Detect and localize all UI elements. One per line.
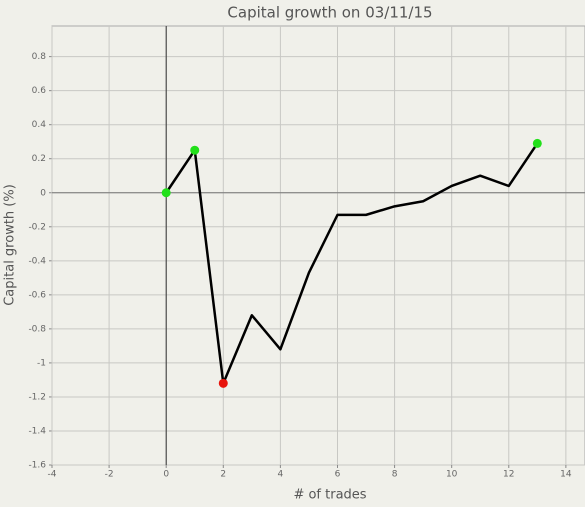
y-tick-label: 0 — [40, 188, 46, 198]
point-marker — [190, 145, 200, 155]
y-tick-label: -0.6 — [28, 290, 46, 300]
x-tick-label: 4 — [278, 470, 284, 480]
x-tick-label: -4 — [48, 470, 57, 480]
x-tick-label: 14 — [560, 470, 572, 480]
y-tick-label: 0.6 — [32, 86, 47, 96]
y-tick-label: -0.4 — [28, 256, 46, 266]
y-tick-label: 0.2 — [32, 154, 46, 164]
point-marker — [218, 378, 228, 388]
x-tick-label: 6 — [335, 470, 341, 480]
y-tick-label: -1.6 — [28, 461, 46, 471]
y-tick-label: -0.2 — [28, 222, 46, 232]
chart-title: Capital growth on 03/11/15 — [227, 4, 432, 22]
x-tick-label: 12 — [503, 470, 514, 480]
line — [165, 142, 539, 385]
point-marker — [532, 138, 542, 148]
y-tick-label: -1 — [37, 358, 46, 368]
y-axis-label: Capital growth (%) — [3, 184, 18, 306]
x-tick-label: -2 — [105, 470, 114, 480]
x-tick-label: 0 — [163, 470, 169, 480]
y-tick-label: -0.8 — [28, 324, 46, 334]
y-tick-label: -1.4 — [28, 426, 46, 436]
y-tick-label: -1.2 — [28, 392, 46, 402]
y-tick-label: 0.4 — [32, 120, 47, 130]
x-tick-label: 8 — [392, 470, 398, 480]
point-marker — [161, 188, 171, 198]
x-tick-label: 10 — [446, 470, 458, 480]
x-tick-label: 2 — [220, 470, 226, 480]
y-tick-label: 0.8 — [32, 52, 47, 62]
x-axis-label: # of trades — [293, 488, 366, 503]
